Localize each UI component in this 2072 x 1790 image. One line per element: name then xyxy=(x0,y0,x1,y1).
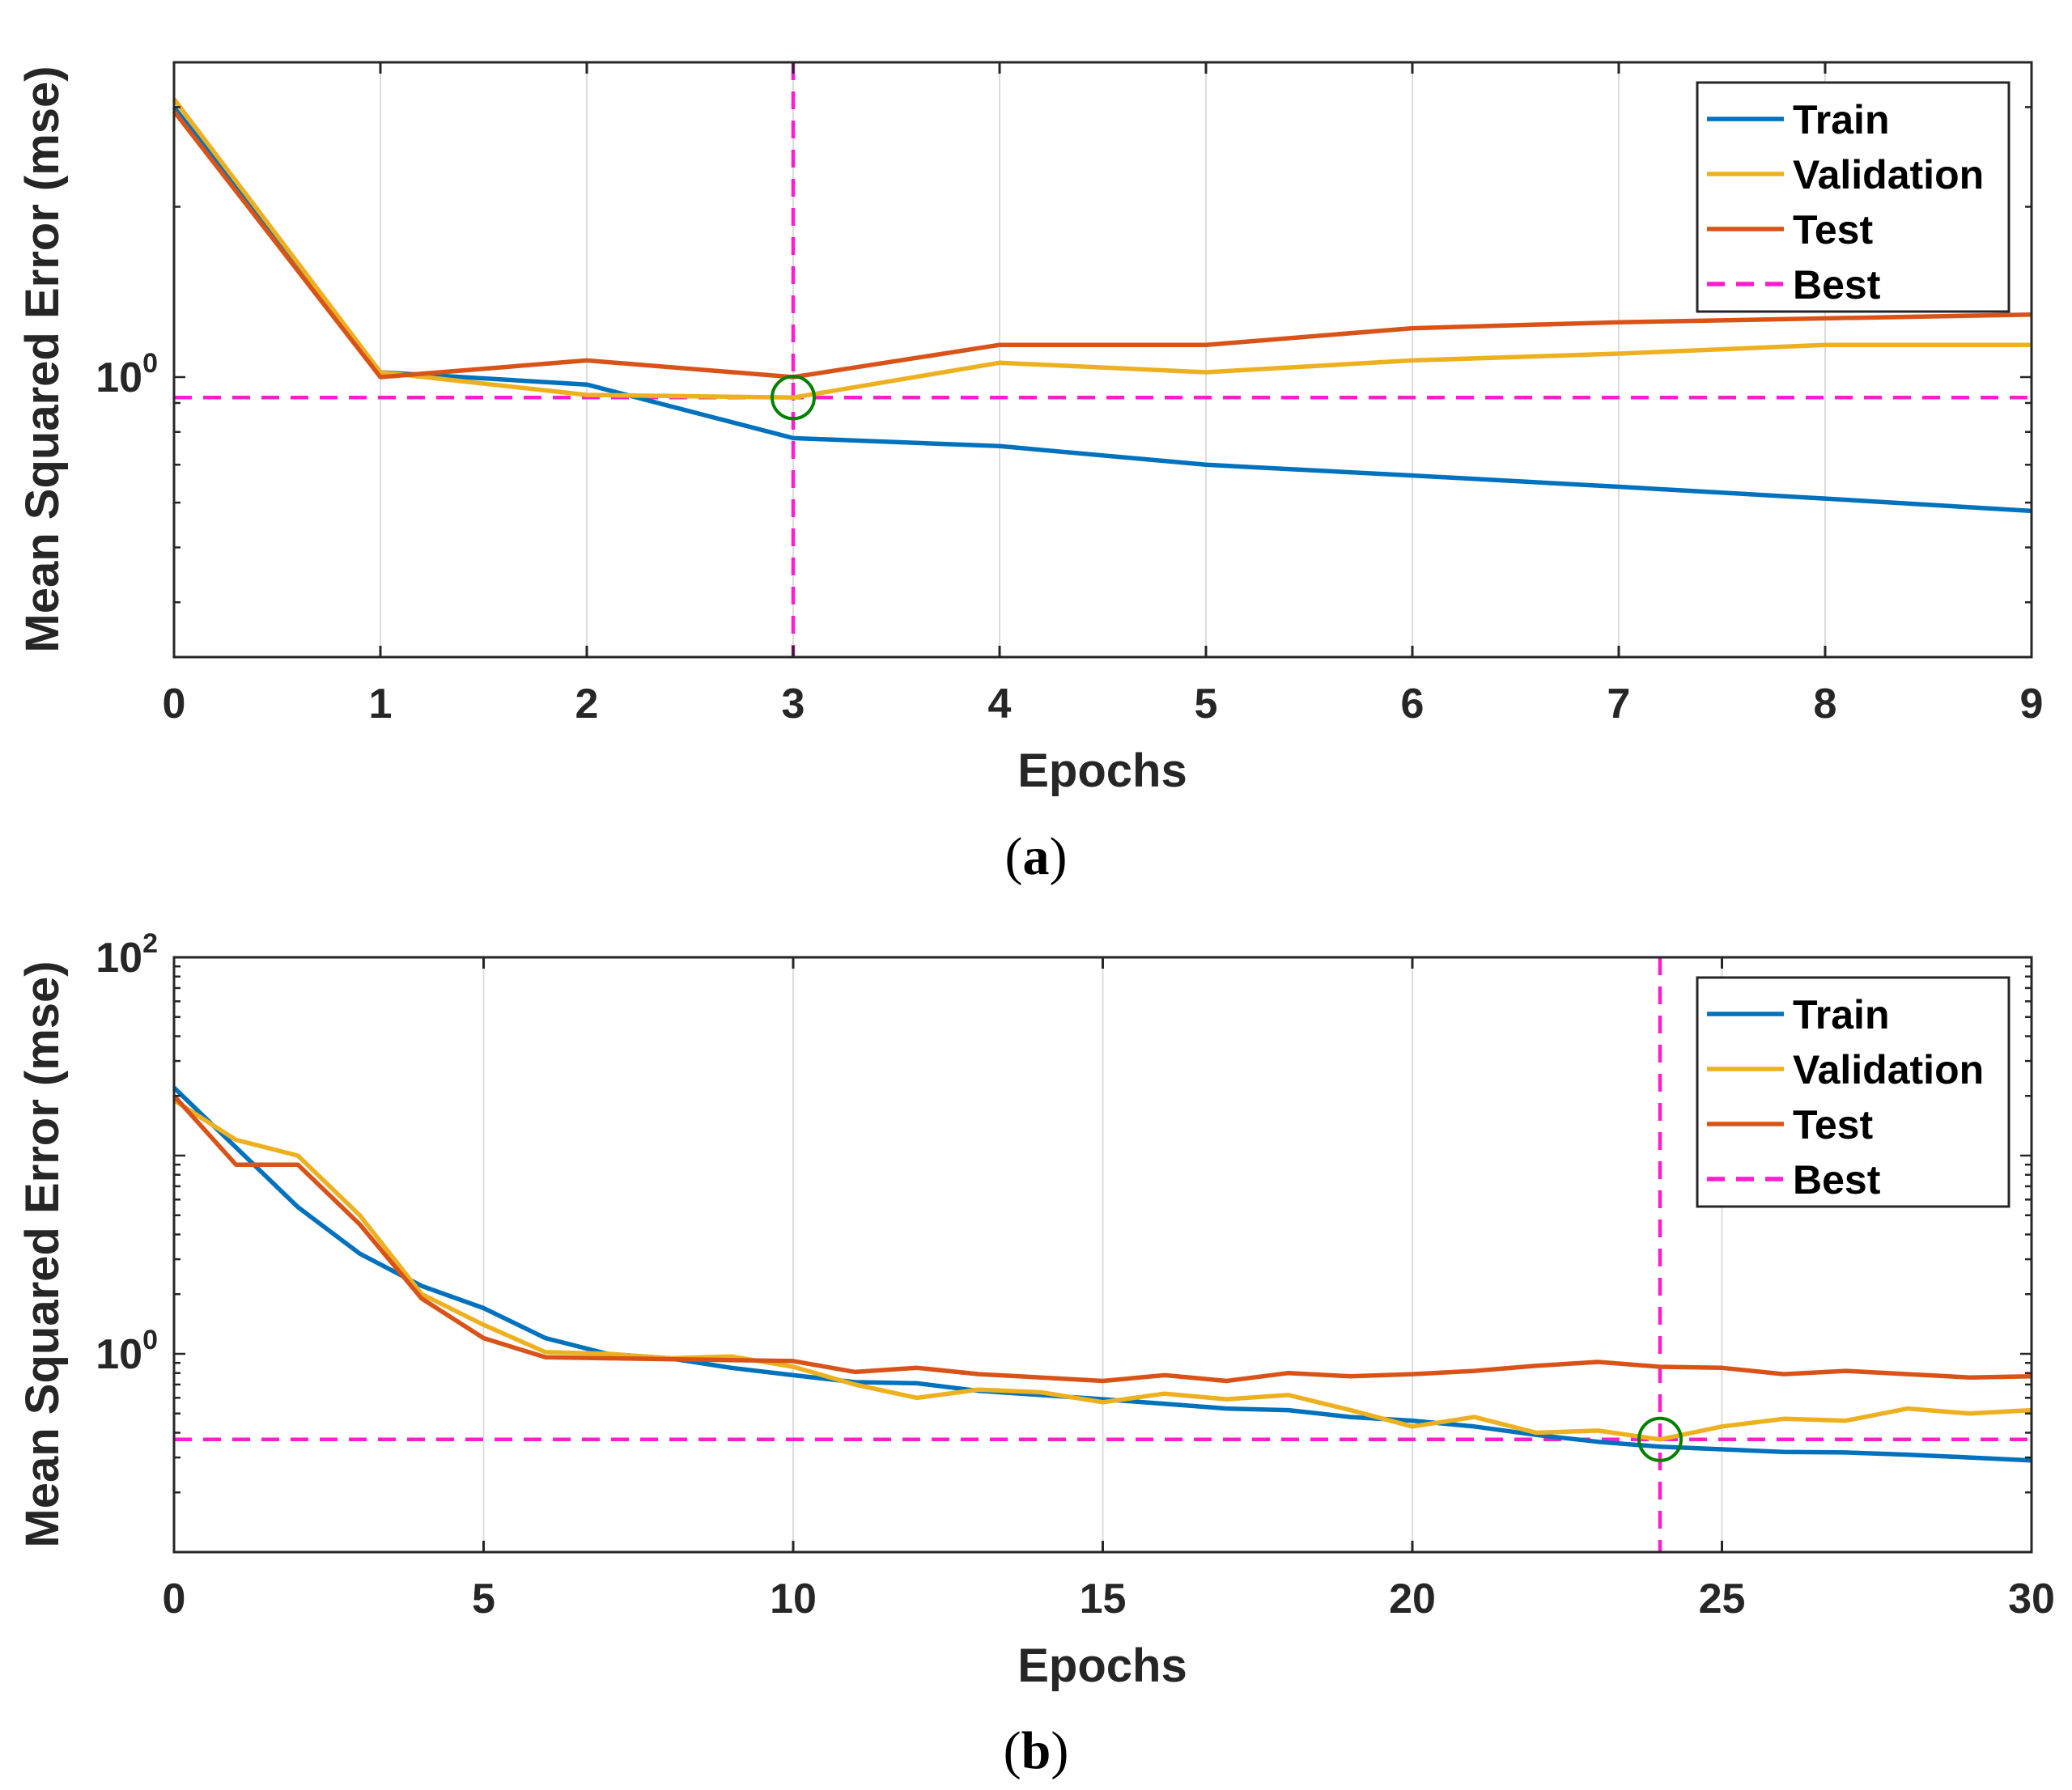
chart-a-x-tick-label: 5 xyxy=(1195,681,1218,727)
chart-b-series-test xyxy=(172,1094,2032,1384)
chart-a-legend-label: Train xyxy=(1793,97,1889,142)
chart-a-x-tick-label: 6 xyxy=(1401,681,1424,727)
chart-a-best-marker xyxy=(771,375,816,421)
chart-b-legend: Train Validation Test Best xyxy=(1696,976,2010,1208)
caption-a: (a) xyxy=(1005,827,1068,886)
chart-a-x-tick-label: 3 xyxy=(782,681,805,727)
chart-a-legend-label: Best xyxy=(1793,262,1881,308)
chart-a-series-train xyxy=(172,105,2032,514)
chart-b-x-tick-label: 20 xyxy=(1389,1576,1436,1622)
chart-a-ylabel: Mean Squared Error (mse) xyxy=(16,66,69,652)
chart-b-legend-label: Best xyxy=(1793,1157,1881,1203)
chart-b-x-tick-label: 0 xyxy=(163,1576,186,1622)
chart-a-x-tick-label: 2 xyxy=(575,681,599,727)
chart-a-x-tick-label: 0 xyxy=(163,681,186,727)
chart-a-series xyxy=(172,97,2032,514)
chart-b-x-tick-label: 30 xyxy=(2008,1576,2055,1622)
chart-a-series-validation xyxy=(172,97,2032,401)
chart-b-best-circle xyxy=(1637,1416,1683,1462)
chart-a-x-tick-label: 1 xyxy=(369,681,393,727)
chart-b-x-tick-label: 15 xyxy=(1080,1576,1127,1622)
chart-b-x-tick-label: 10 xyxy=(770,1576,817,1622)
chart-b-ticks xyxy=(172,956,2033,1554)
chart-a-y-tick-label: 100 xyxy=(96,348,158,401)
chart-a-x-tick-labels: 0 1 2 3 4 5 6 7 8 9 xyxy=(163,681,2044,727)
chart-a-legend-label: Validation xyxy=(1793,152,1984,197)
chart-a: 0 1 2 3 4 5 6 7 8 9 100 Epochs Mean Squared Error… xyxy=(16,61,2044,886)
chart-a-xlabel: Epochs xyxy=(1017,744,1187,797)
chart-a-legend: Train Validation Test Best xyxy=(1696,81,2010,313)
chart-a-x-tick-label: 8 xyxy=(1814,681,1837,727)
chart-b-x-tick-label: 25 xyxy=(1699,1576,1746,1622)
chart-a-y-tick-labels: 100 xyxy=(96,348,158,401)
chart-b-series-train xyxy=(172,1086,2032,1463)
chart-b-y-tick-labels: 100 102 xyxy=(96,928,158,1378)
chart-a-series-test xyxy=(172,109,2032,380)
chart-b-legend-label: Train xyxy=(1793,992,1889,1037)
chart-a-legend-label: Test xyxy=(1793,207,1873,252)
chart-b-y-tick-label: 102 xyxy=(96,928,158,982)
chart-b-x-tick-label: 5 xyxy=(472,1576,495,1622)
chart-b-series-validation xyxy=(172,1098,2032,1442)
chart-a-x-tick-label: 7 xyxy=(1607,681,1631,727)
chart-a-axes-box xyxy=(172,61,2033,659)
chart-b-series xyxy=(172,1086,2032,1463)
chart-a-x-tick-label: 9 xyxy=(2020,681,2044,727)
chart-a-best-circle xyxy=(771,375,816,421)
chart-b-legend-label: Validation xyxy=(1793,1047,1984,1092)
chart-b: 0 5 10 15 20 25 30 100 102 Epochs Mean Squared … xyxy=(16,928,2055,1780)
chart-b-x-tick-labels: 0 5 10 15 20 25 30 xyxy=(163,1576,2055,1622)
chart-b-y-tick-label: 100 xyxy=(96,1325,158,1378)
caption-b: (b) xyxy=(1004,1721,1069,1780)
chart-b-best-lines xyxy=(174,957,2032,1552)
chart-b-xlabel: Epochs xyxy=(1017,1639,1187,1692)
chart-a-ticks xyxy=(172,62,2033,657)
chart-b-legend-label: Test xyxy=(1793,1102,1873,1147)
chart-b-best-marker xyxy=(1637,1416,1683,1462)
chart-a-x-tick-label: 4 xyxy=(988,681,1012,727)
chart-b-ylabel: Mean Squared Error (mse) xyxy=(16,961,69,1547)
chart-a-best-lines xyxy=(174,62,2032,657)
